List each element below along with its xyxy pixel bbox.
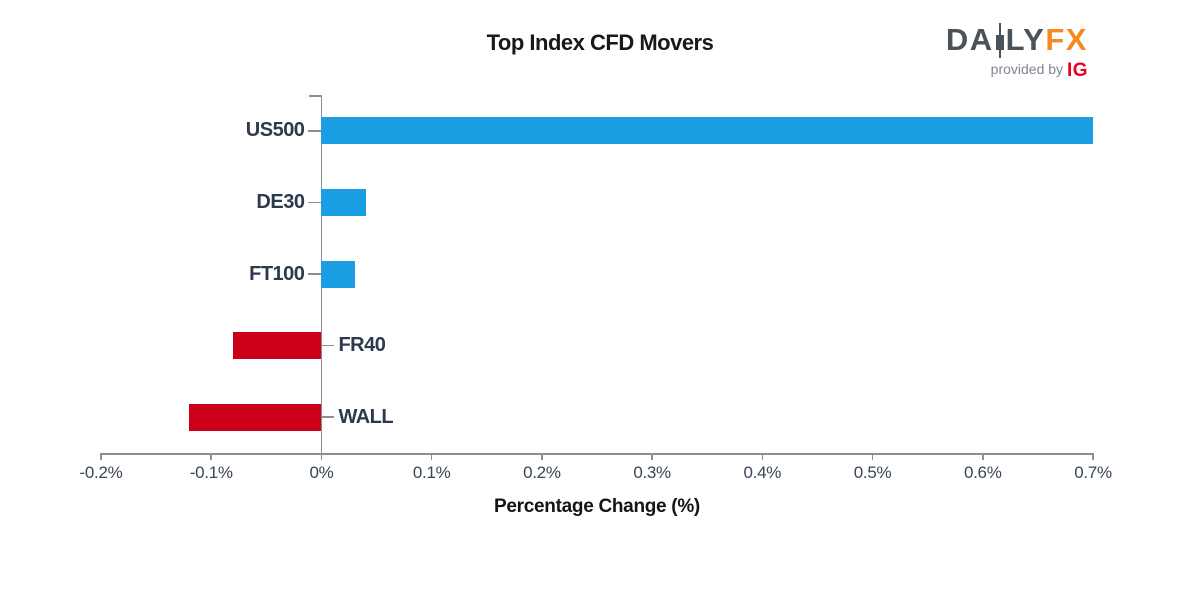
category-label-wall: WALL — [338, 405, 394, 428]
x-tick — [100, 453, 102, 460]
x-tick — [430, 453, 433, 460]
x-tick-label: -0.1% — [189, 463, 233, 482]
category-label-fr40: FR40 — [338, 334, 386, 357]
dailyfx-logo: DA LYFX provided by IG — [945, 22, 1088, 80]
bar-wall — [189, 403, 322, 431]
category-label-de30: DE30 — [256, 190, 305, 213]
x-tick-label: 0.1% — [412, 463, 451, 482]
x-tick-label: 0.3% — [633, 463, 671, 482]
x-axis-title: Percentage Change (%) — [494, 496, 700, 517]
x-tick-label: -0.2% — [79, 463, 123, 482]
logo-text-ly: LY — [1005, 22, 1046, 57]
x-tick — [651, 453, 653, 460]
provided-by-text: provided by — [990, 61, 1064, 77]
category-tick — [308, 130, 322, 132]
spine-top-cap — [309, 95, 322, 97]
bar-fr40 — [233, 332, 322, 360]
category-label-ft100: FT100 — [249, 262, 305, 285]
bar-de30 — [321, 188, 366, 216]
x-tick — [871, 453, 874, 460]
dailyfx-logo-wordmark: DA LYFX — [945, 22, 1088, 58]
x-tick-label: 0% — [309, 463, 334, 482]
x-tick-label: 0.2% — [523, 463, 561, 482]
category-tick — [308, 273, 322, 275]
x-tick — [320, 453, 323, 460]
x-tick — [1092, 453, 1094, 460]
bar-ft100 — [321, 260, 355, 288]
category-tick — [308, 201, 322, 204]
x-tick — [210, 453, 212, 460]
x-tick-label: 0.5% — [853, 463, 892, 482]
x-tick — [761, 453, 764, 460]
x-tick-label: 0.4% — [743, 463, 782, 482]
candlestick-icon — [995, 23, 1005, 58]
x-axis-line — [101, 453, 1093, 455]
logo-text-da: DA — [945, 22, 994, 57]
bar-us500 — [321, 117, 1093, 145]
logo-text-fx: FX — [1045, 22, 1088, 57]
ig-logo: IG — [1066, 60, 1088, 81]
chart-title: Top Index CFD Movers — [486, 30, 714, 55]
candlestick-body — [995, 35, 1004, 50]
category-label-us500: US500 — [245, 119, 305, 142]
x-tick-label: 0.7% — [1074, 463, 1112, 482]
category-tick — [321, 344, 335, 347]
logo-provided-by: provided by IG — [946, 60, 1088, 80]
category-tick — [321, 416, 335, 418]
x-tick-label: 0.6% — [963, 463, 1002, 482]
x-tick — [541, 453, 543, 460]
x-tick — [982, 453, 984, 460]
